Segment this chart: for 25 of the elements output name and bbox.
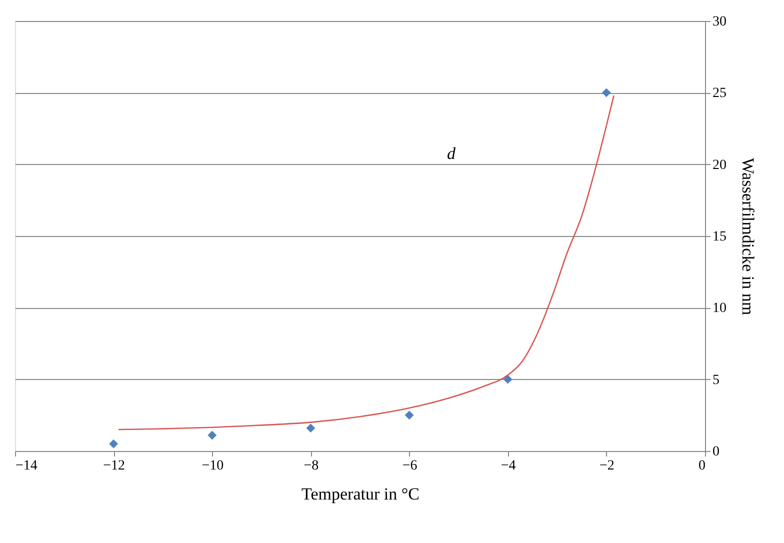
y-tick-label: 20 xyxy=(712,158,726,173)
y-axis-title: Wasserfilmdicke in nm xyxy=(738,158,758,316)
line-series xyxy=(118,94,614,430)
point xyxy=(602,88,611,98)
point xyxy=(208,430,217,440)
x-tick-label: 0 xyxy=(698,458,706,474)
y-tick-label: 15 xyxy=(712,230,726,244)
y-tick-label: 30 xyxy=(712,14,726,30)
x-tick-label: −4 xyxy=(500,458,516,474)
x-tick-label: −6 xyxy=(402,458,418,474)
y-tick-label: 10 xyxy=(712,301,726,316)
point xyxy=(503,374,512,384)
y-tick-label: 5 xyxy=(712,372,720,388)
point xyxy=(109,439,118,448)
x-axis-title: Temperatur in °C xyxy=(302,484,420,504)
point xyxy=(306,424,316,433)
x-tick-label: −14 xyxy=(16,458,38,474)
x-tick-label: −10 xyxy=(202,458,224,474)
x-tick-label: −12 xyxy=(103,458,126,474)
point xyxy=(404,410,414,420)
annotation: d xyxy=(447,144,456,163)
y-tick-label: 0 xyxy=(712,444,720,460)
x-tick-label: −8 xyxy=(304,458,319,474)
x-tick-label: −2 xyxy=(599,458,614,474)
y-tick-label: 25 xyxy=(712,86,726,102)
